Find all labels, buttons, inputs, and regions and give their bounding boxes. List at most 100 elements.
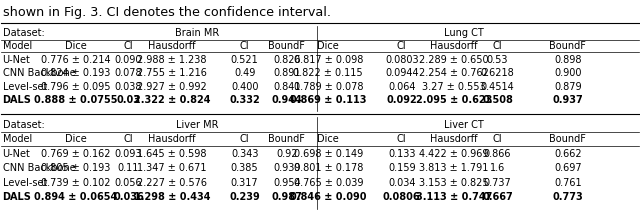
Text: 0.817 ± 0.098: 0.817 ± 0.098 [294,55,363,65]
Text: U-Net: U-Net [3,55,31,65]
Text: 0.822 ± 0.115: 0.822 ± 0.115 [294,68,363,78]
Text: CI: CI [124,134,133,144]
Text: 0.824 ± 0.193: 0.824 ± 0.193 [42,68,111,78]
Text: 1.6: 1.6 [490,163,505,173]
Text: Lung CT: Lung CT [444,28,484,38]
Text: 0.789 ± 0.078: 0.789 ± 0.078 [294,82,363,92]
Text: BoundF: BoundF [549,134,586,144]
Text: 4.422 ± 0.969: 4.422 ± 0.969 [419,149,489,159]
Text: 2.322 ± 0.824: 2.322 ± 0.824 [134,95,210,105]
Text: 1.347 ± 0.671: 1.347 ± 0.671 [137,163,207,173]
Text: 0.765 ± 0.039: 0.765 ± 0.039 [294,178,363,188]
Text: 0.092: 0.092 [387,95,417,105]
Text: 0.737: 0.737 [484,178,511,188]
Text: 0.939: 0.939 [273,163,301,173]
Text: BoundF: BoundF [268,134,305,144]
Text: 1.645 ± 0.598: 1.645 ± 0.598 [137,149,207,159]
Text: 0.769 ± 0.162: 0.769 ± 0.162 [42,149,111,159]
Text: 0.773: 0.773 [552,192,583,202]
Text: Dice: Dice [65,41,87,51]
Text: 0.891: 0.891 [273,68,301,78]
Text: 0.698 ± 0.149: 0.698 ± 0.149 [294,149,363,159]
Text: Hausdorff: Hausdorff [430,134,478,144]
Text: shown in Fig. 3. CI denotes the confidence interval.: shown in Fig. 3. CI denotes the confiden… [3,6,331,19]
Text: 0.093: 0.093 [115,149,142,159]
Text: 2.988 ± 1.238: 2.988 ± 1.238 [137,55,207,65]
Text: BoundF: BoundF [268,41,305,51]
Text: 0.776 ± 0.214: 0.776 ± 0.214 [41,55,111,65]
Text: Liver MR: Liver MR [176,120,219,130]
Text: 0.034: 0.034 [388,178,415,188]
Text: 2.254 ± 0.762: 2.254 ± 0.762 [419,68,489,78]
Text: CI: CI [397,41,406,51]
Text: 0.49: 0.49 [234,68,255,78]
Text: 0.385: 0.385 [231,163,259,173]
Text: CI: CI [240,41,250,51]
Text: 0.133: 0.133 [388,149,415,159]
Text: 0.869 ± 0.113: 0.869 ± 0.113 [290,95,367,105]
Text: 0.239: 0.239 [229,192,260,202]
Text: Hausdorff: Hausdorff [148,41,196,51]
Text: 0.841: 0.841 [273,82,301,92]
Text: 3.153 ± 0.825: 3.153 ± 0.825 [419,178,489,188]
Text: 0.0803: 0.0803 [385,55,419,65]
Text: 0.826: 0.826 [273,55,301,65]
Text: DALS: DALS [3,95,31,105]
Text: 0.987: 0.987 [271,192,302,202]
Text: 1.298 ± 0.434: 1.298 ± 0.434 [134,192,210,202]
Text: 0.090: 0.090 [115,55,142,65]
Text: 0.937: 0.937 [552,95,583,105]
Text: 0.697: 0.697 [554,163,582,173]
Text: 0.4514: 0.4514 [481,82,515,92]
Text: Model: Model [3,134,32,144]
Text: 0.92: 0.92 [276,149,298,159]
Text: 0.761: 0.761 [554,178,582,188]
Text: 0.805 ± 0.193: 0.805 ± 0.193 [42,163,111,173]
Text: CI: CI [124,41,133,51]
Text: 0.078: 0.078 [115,68,142,78]
Text: 0.898: 0.898 [554,55,582,65]
Text: 3.113 ± 0.747: 3.113 ± 0.747 [416,192,492,202]
Text: Model: Model [3,41,32,51]
Text: 2.227 ± 0.576: 2.227 ± 0.576 [137,178,207,188]
Text: Liver CT: Liver CT [444,120,484,130]
Text: 0.317: 0.317 [231,178,259,188]
Text: Dataset:: Dataset: [3,120,44,130]
Text: DALS: DALS [3,192,31,202]
Text: Level-set: Level-set [3,82,47,92]
Text: CI: CI [397,134,406,144]
Text: 0.846 ± 0.090: 0.846 ± 0.090 [290,192,367,202]
Text: 0.038: 0.038 [115,82,142,92]
Text: 0.954: 0.954 [273,178,301,188]
Text: CNN Backbone: CNN Backbone [3,163,76,173]
Text: 0.53: 0.53 [487,55,508,65]
Text: U-Net: U-Net [3,149,31,159]
Text: 2.289 ± 0.650: 2.289 ± 0.650 [419,55,489,65]
Text: 2.927 ± 0.992: 2.927 ± 0.992 [137,82,207,92]
Text: 0.796 ± 0.095: 0.796 ± 0.095 [42,82,111,92]
Text: 0.11: 0.11 [118,163,139,173]
Text: 0.888 ± 0.0755: 0.888 ± 0.0755 [35,95,118,105]
Text: 0.662: 0.662 [554,149,582,159]
Text: 0.667: 0.667 [482,192,513,202]
Text: Level-set: Level-set [3,178,47,188]
Text: 0.343: 0.343 [231,149,259,159]
Text: 0.521: 0.521 [231,55,259,65]
Text: Dataset:: Dataset: [3,28,44,38]
Text: 0.6218: 0.6218 [481,68,515,78]
Text: 0.879: 0.879 [554,82,582,92]
Text: 3.27 ± 0.553: 3.27 ± 0.553 [422,82,486,92]
Text: CI: CI [493,134,502,144]
Text: 0.801 ± 0.178: 0.801 ± 0.178 [294,163,363,173]
Text: 0.739 ± 0.102: 0.739 ± 0.102 [42,178,111,188]
Text: 0.508: 0.508 [482,95,513,105]
Text: 2.755 ± 1.216: 2.755 ± 1.216 [137,68,207,78]
Text: 0.400: 0.400 [231,82,259,92]
Text: 0.056: 0.056 [115,178,142,188]
Text: 0.159: 0.159 [388,163,415,173]
Text: Hausdorff: Hausdorff [148,134,196,144]
Text: 0.900: 0.900 [554,68,582,78]
Text: Hausdorff: Hausdorff [430,41,478,51]
Text: CNN Backbone: CNN Backbone [3,68,76,78]
Text: 0.03: 0.03 [116,95,140,105]
